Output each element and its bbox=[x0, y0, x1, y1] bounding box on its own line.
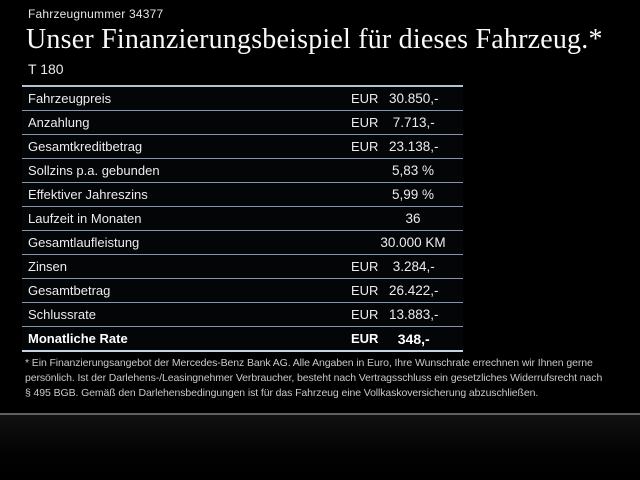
row-label: Gesamtlaufleistung bbox=[28, 235, 140, 250]
row-currency: EUR bbox=[351, 259, 379, 274]
table-row: Fahrzeugpreis EUR 30.850,- bbox=[22, 87, 463, 111]
row-value: 36 bbox=[405, 211, 421, 226]
row-label: Zinsen bbox=[28, 259, 68, 274]
footnote-line: persönlich. Ist der Darlehens-/Leasingne… bbox=[25, 372, 603, 384]
row-value: 5,83 % bbox=[391, 163, 435, 178]
row-label: Monatliche Rate bbox=[28, 331, 128, 346]
row-label: Schlussrate bbox=[28, 307, 96, 322]
row-label: Anzahlung bbox=[28, 115, 90, 130]
table-row: Gesamtbetrag EUR 26.422,- bbox=[22, 279, 463, 303]
row-value: 30.000 KM bbox=[380, 235, 446, 250]
row-label: Effektiver Jahreszins bbox=[28, 187, 148, 202]
table-row: Effektiver Jahreszins 5,99 % bbox=[22, 183, 463, 207]
row-currency: EUR bbox=[351, 307, 379, 322]
table-row: Zinsen EUR 3.284,- bbox=[22, 255, 463, 279]
row-value: 26.422,- bbox=[388, 283, 439, 298]
row-value: 13.883,- bbox=[388, 307, 439, 322]
page-title: Unser Finanzierungsbeispiel für dieses F… bbox=[26, 24, 603, 55]
row-value: 30.850,- bbox=[388, 91, 439, 106]
row-value: 7.713,- bbox=[392, 115, 435, 130]
table-row: Schlussrate EUR 13.883,- bbox=[22, 303, 463, 327]
row-currency: EUR bbox=[351, 139, 379, 154]
table-row: Gesamtlaufleistung 30.000 KM bbox=[22, 231, 463, 255]
row-currency: EUR bbox=[351, 331, 379, 346]
row-value: 5,99 % bbox=[391, 187, 435, 202]
vehicle-model: T 180 bbox=[28, 61, 64, 77]
row-currency: EUR bbox=[351, 283, 379, 298]
footer-bar: MedeleSchäfer Menschen bewegen. Autohaus… bbox=[0, 415, 640, 480]
table-row: Gesamtkreditbetrag EUR 23.138,- bbox=[22, 135, 463, 159]
financing-table: Fahrzeugpreis EUR 30.850,- Anzahlung EUR 7.71… bbox=[22, 85, 463, 352]
row-currency: EUR bbox=[351, 91, 379, 106]
row-label: Sollzins p.a. gebunden bbox=[28, 163, 160, 178]
table-row: Laufzeit in Monaten 36 bbox=[22, 207, 463, 231]
row-value: 23.138,- bbox=[388, 139, 439, 154]
footnote: * Ein Finanzierungsangebot der Mercedes-… bbox=[25, 356, 637, 401]
row-label: Fahrzeugpreis bbox=[28, 91, 112, 106]
footnote-line: § 495 BGB. Gemäß den Darlehensbedingunge… bbox=[25, 387, 539, 399]
row-label: Gesamtbetrag bbox=[28, 283, 111, 298]
vehicle-number: Fahrzeugnummer 34377 bbox=[28, 7, 164, 21]
row-label: Laufzeit in Monaten bbox=[28, 211, 142, 226]
table-row: Sollzins p.a. gebunden 5,83 % bbox=[22, 159, 463, 183]
row-value: 3.284,- bbox=[392, 259, 435, 274]
row-label: Gesamtkreditbetrag bbox=[28, 139, 143, 154]
table-row: Monatliche Rate EUR 348,- bbox=[22, 327, 463, 352]
row-currency: EUR bbox=[351, 115, 379, 130]
footnote-line: * Ein Finanzierungsangebot der Mercedes-… bbox=[25, 357, 593, 369]
row-value: 348,- bbox=[397, 330, 430, 347]
table-row: Anzahlung EUR 7.713,- bbox=[22, 111, 463, 135]
footer-divider bbox=[0, 413, 640, 415]
